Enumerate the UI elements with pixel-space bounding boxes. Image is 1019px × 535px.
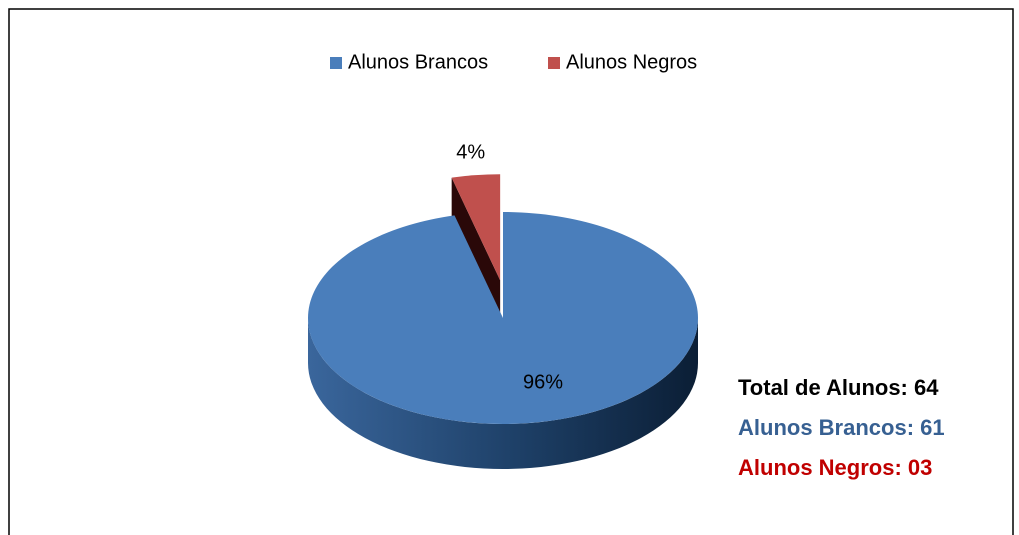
legend-label: Alunos Negros: [566, 51, 697, 73]
legend-swatch: [548, 57, 560, 69]
annotation: Alunos Negros: 03: [738, 455, 932, 480]
annotation: Alunos Brancos: 61: [738, 415, 945, 440]
data-label: 96%: [523, 371, 563, 393]
pie-slice: [308, 212, 699, 425]
data-label: 4%: [456, 141, 485, 163]
annotations: Total de Alunos: 64 Alunos Brancos: 61 Alu…: [738, 375, 945, 480]
legend-label: Alunos Brancos: [348, 51, 488, 73]
legend: Alunos Brancos Alunos Negros: [330, 51, 697, 73]
pie-side: [308, 318, 698, 469]
pie-slice: [451, 174, 501, 281]
annotation: Total de Alunos: 64: [738, 375, 939, 400]
chart-frame: [8, 8, 1014, 535]
pie: 4% 96%: [308, 141, 699, 469]
legend-swatch: [330, 57, 342, 69]
